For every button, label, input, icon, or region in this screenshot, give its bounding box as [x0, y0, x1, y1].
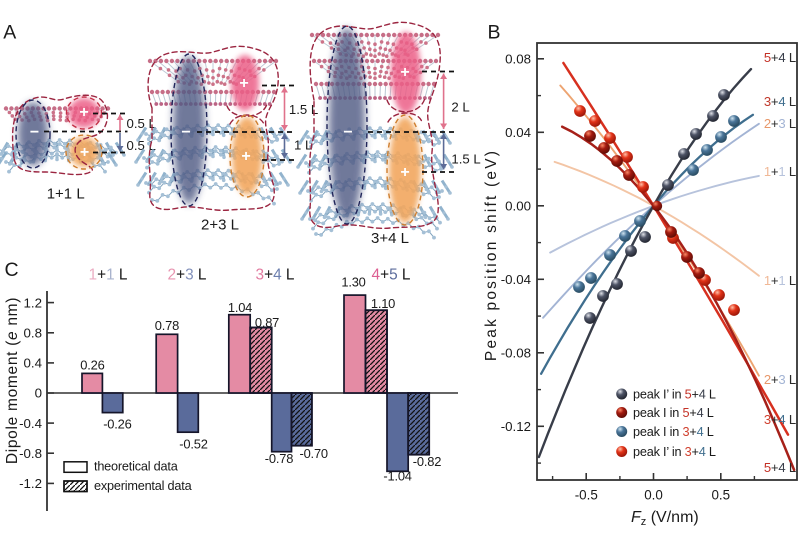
svg-text:0.00: 0.00 [505, 199, 531, 214]
svg-text:0.5: 0.5 [711, 488, 730, 503]
svg-text:+: + [239, 75, 248, 92]
svg-text:1+1 L: 1+1 L [89, 267, 128, 284]
svg-text:peak I’ in 5+4 L: peak I’ in 5+4 L [633, 387, 716, 401]
svg-text:+: + [80, 144, 89, 161]
svg-text:-1.2: -1.2 [19, 476, 42, 491]
svg-text:3+4 L: 3+4 L [764, 412, 796, 427]
svg-text:1.2: 1.2 [24, 295, 43, 310]
svg-text:-0.82: -0.82 [413, 454, 441, 469]
svg-text:1.30: 1.30 [341, 274, 365, 289]
svg-text:−: − [181, 124, 190, 141]
svg-text:1.5 L: 1.5 L [451, 152, 480, 167]
svg-text:2+3 L: 2+3 L [168, 267, 207, 284]
svg-text:peak I in 5+4 L: peak I in 5+4 L [633, 406, 714, 420]
svg-text:1.10: 1.10 [371, 296, 395, 311]
svg-text:2+3 L: 2+3 L [764, 372, 796, 387]
svg-text:-1.04: -1.04 [383, 468, 411, 483]
svg-text:3+4 L: 3+4 L [764, 94, 796, 109]
svg-text:peak I in 3+4 L: peak I in 3+4 L [633, 425, 714, 439]
svg-text:2 L: 2 L [451, 100, 469, 115]
svg-text:3+4 L: 3+4 L [371, 230, 409, 247]
svg-text:-0.8: -0.8 [19, 446, 42, 461]
svg-text:−: − [30, 124, 39, 141]
svg-text:1+1 L: 1+1 L [764, 164, 796, 179]
svg-text:2+3 L: 2+3 L [764, 116, 796, 131]
svg-text:+: + [400, 64, 409, 81]
svg-text:0.0: 0.0 [644, 488, 663, 503]
svg-text:-0.78: -0.78 [265, 451, 293, 466]
svg-text:A: A [3, 22, 16, 44]
svg-text:1+1 L: 1+1 L [47, 186, 85, 203]
svg-text:5+4 L: 5+4 L [764, 50, 796, 65]
svg-text:3+4 L: 3+4 L [256, 267, 295, 284]
svg-text:5+4 L: 5+4 L [764, 460, 796, 475]
svg-text:0.04: 0.04 [505, 125, 531, 140]
svg-text:0.08: 0.08 [505, 52, 531, 67]
svg-text:-0.26: -0.26 [103, 417, 131, 432]
svg-text:2+3 L: 2+3 L [201, 217, 239, 234]
svg-text:B: B [487, 22, 500, 44]
svg-text:theoretical data: theoretical data [94, 460, 179, 474]
svg-text:+: + [241, 148, 250, 165]
svg-text:0.87: 0.87 [255, 315, 279, 330]
svg-text:0.8: 0.8 [24, 325, 43, 340]
svg-text:−: − [343, 124, 352, 141]
svg-text:experimental data: experimental data [94, 479, 193, 493]
svg-text:0.26: 0.26 [80, 358, 104, 373]
svg-text:0.78: 0.78 [155, 318, 179, 333]
svg-text:-0.12: -0.12 [501, 419, 531, 434]
svg-text:-0.4: -0.4 [19, 416, 42, 431]
svg-text:+: + [400, 164, 409, 181]
svg-text:1+1 L: 1+1 L [764, 273, 796, 288]
svg-text:-0.5: -0.5 [575, 488, 598, 503]
svg-text:-0.70: -0.70 [300, 446, 328, 461]
svg-text:4+5 L: 4+5 L [372, 267, 411, 284]
svg-text:Dipole moment (e nm): Dipole moment (e nm) [4, 297, 21, 464]
svg-text:+: + [79, 104, 88, 121]
svg-text:Peak position shift (eV): Peak position shift (eV) [483, 149, 500, 361]
svg-text:1.04: 1.04 [228, 300, 252, 315]
svg-text:-0.52: -0.52 [179, 437, 207, 452]
svg-text:0: 0 [35, 386, 42, 401]
svg-text:-0.04: -0.04 [501, 272, 531, 287]
svg-text:-0.08: -0.08 [501, 346, 531, 361]
svg-text:0.4: 0.4 [24, 356, 43, 371]
svg-text:peak I’ in 3+4 L: peak I’ in 3+4 L [633, 445, 716, 459]
svg-text:C: C [4, 259, 18, 281]
